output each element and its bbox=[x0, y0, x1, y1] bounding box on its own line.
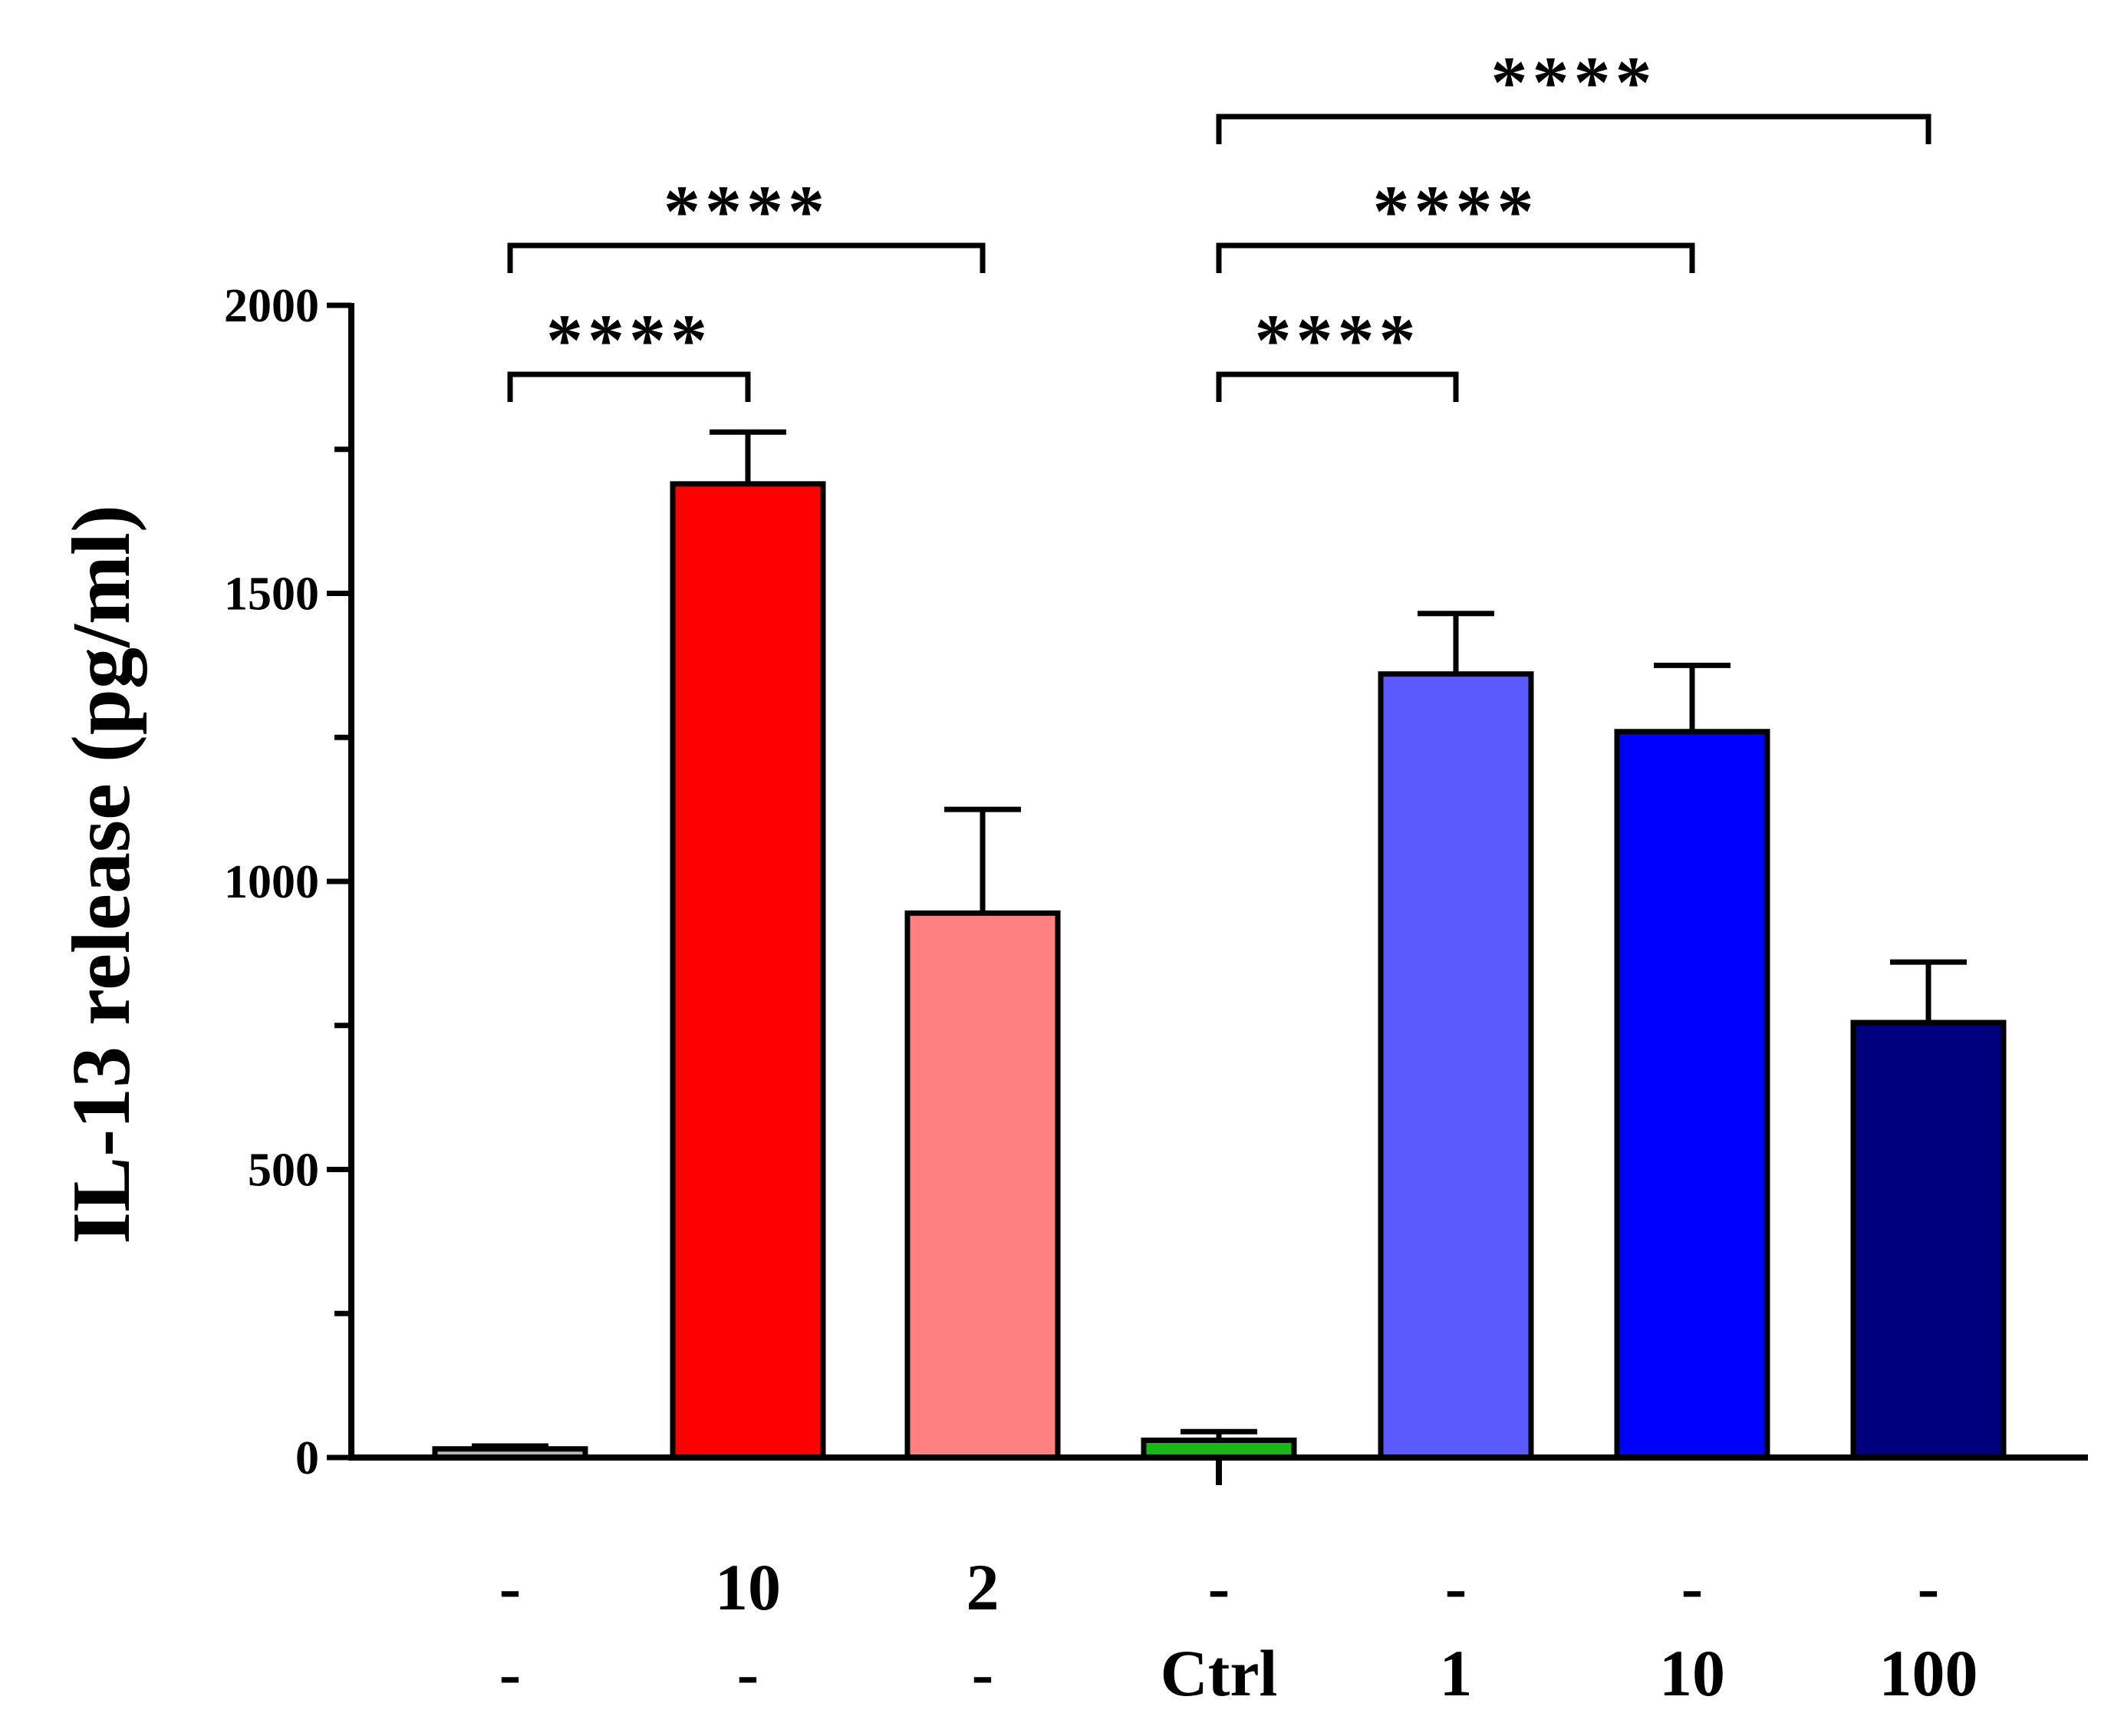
x-label-row1-2: 2 bbox=[967, 1550, 999, 1624]
significance-bracket-0 bbox=[507, 371, 751, 402]
significance-label-2: **** bbox=[1255, 299, 1421, 381]
significance-label-4: **** bbox=[1491, 41, 1657, 124]
x-label-row1-0: - bbox=[499, 1550, 522, 1624]
y-axis-title: IL-13 release (pg/ml) bbox=[56, 505, 147, 1244]
x-label-row1-3: - bbox=[1208, 1550, 1230, 1624]
x-label-row2-5: 10 bbox=[1659, 1636, 1725, 1710]
significance-bracket-3 bbox=[1216, 242, 1695, 273]
bar-5 bbox=[1614, 729, 1770, 1461]
significance-bracket-4 bbox=[1216, 114, 1931, 144]
x-label-row2-4: 1 bbox=[1440, 1636, 1473, 1710]
x-label-row1-5: - bbox=[1681, 1550, 1704, 1624]
significance-label-0: **** bbox=[546, 299, 712, 381]
y-tick-label-2000: 2000 bbox=[224, 280, 319, 332]
x-label-row2-0: - bbox=[499, 1636, 522, 1710]
y-tick-label-1000: 1000 bbox=[224, 856, 319, 908]
significance-bracket-1 bbox=[507, 242, 986, 273]
x-label-row1-4: - bbox=[1445, 1550, 1467, 1624]
bars bbox=[432, 481, 2007, 1461]
significance-label-3: **** bbox=[1373, 170, 1539, 252]
x-label-row1-6: - bbox=[1918, 1550, 1940, 1624]
bar-4 bbox=[1378, 671, 1534, 1461]
x-label-row2-3: Ctrl bbox=[1161, 1636, 1278, 1710]
y-tick-label-1500: 1500 bbox=[224, 568, 319, 621]
significance-bracket-2 bbox=[1216, 371, 1459, 402]
bar-2 bbox=[904, 910, 1061, 1461]
y-ticks: 0 500 1000 1500 2000 bbox=[224, 280, 351, 1484]
axes bbox=[348, 303, 2088, 1485]
y-tick-label-0: 0 bbox=[295, 1432, 319, 1484]
y-tick-label-500: 500 bbox=[248, 1145, 319, 1197]
significance-brackets: **** **** **** **** **** bbox=[507, 41, 1931, 402]
x-category-labels: - 10 2 - - - - - - - Ctrl 1 10 100 bbox=[499, 1550, 1978, 1710]
significance-label-1: **** bbox=[664, 170, 829, 252]
x-label-row1-1: 10 bbox=[715, 1550, 781, 1624]
x-label-row2-6: 100 bbox=[1879, 1636, 1978, 1710]
bar-1 bbox=[670, 481, 826, 1461]
x-label-row2-1: - bbox=[737, 1636, 759, 1710]
x-label-row2-2: - bbox=[972, 1636, 994, 1710]
bar-6 bbox=[1850, 1020, 2007, 1461]
error-bars bbox=[472, 429, 1967, 1449]
